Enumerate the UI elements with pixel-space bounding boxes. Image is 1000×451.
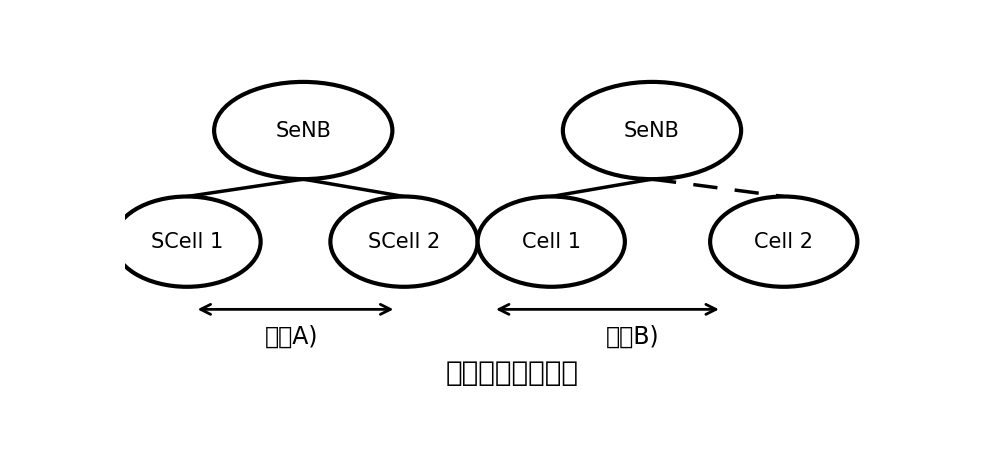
Ellipse shape <box>330 197 478 287</box>
Text: SeNB: SeNB <box>275 120 331 141</box>
Text: SCell 1: SCell 1 <box>151 232 223 252</box>
Ellipse shape <box>478 197 625 287</box>
Text: Cell 1: Cell 1 <box>522 232 581 252</box>
Text: Cell 2: Cell 2 <box>754 232 813 252</box>
Text: SeNB: SeNB <box>624 120 680 141</box>
Ellipse shape <box>113 197 261 287</box>
Text: SCell 2: SCell 2 <box>368 232 440 252</box>
Text: 场景A): 场景A) <box>265 325 318 349</box>
Ellipse shape <box>563 82 741 179</box>
Ellipse shape <box>710 197 857 287</box>
Text: 场景B): 场景B) <box>606 325 659 349</box>
Text: 特殊小区改变场景: 特殊小区改变场景 <box>446 359 579 387</box>
Ellipse shape <box>214 82 392 179</box>
